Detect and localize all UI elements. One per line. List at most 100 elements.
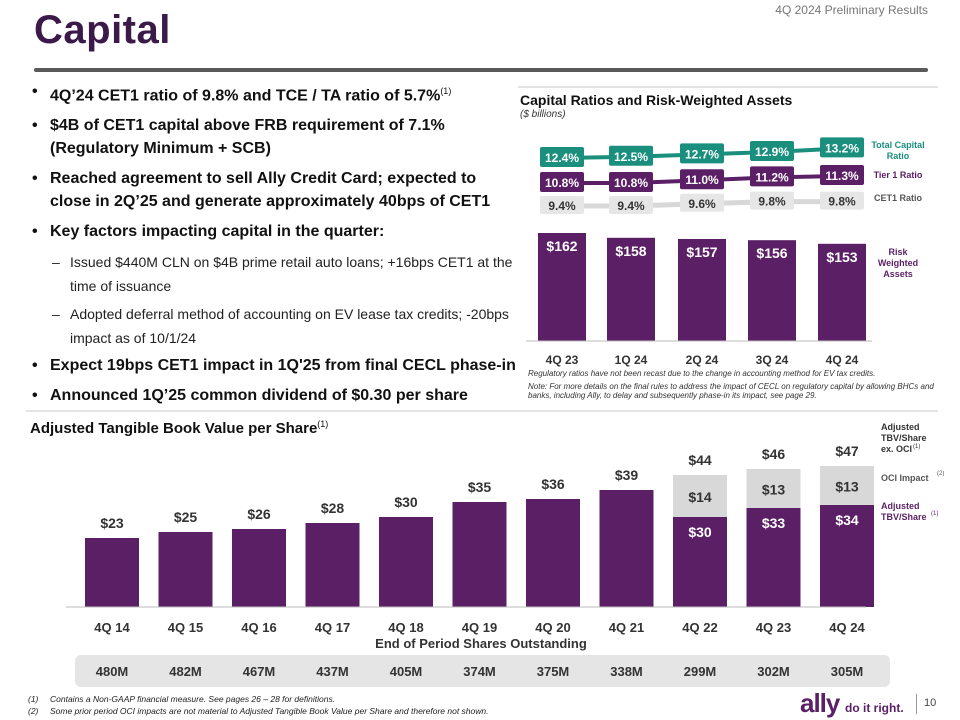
legend-sup: (1) <box>931 511 938 517</box>
x-tick-label: 4Q 18 <box>388 620 423 635</box>
legend-sup: (1) <box>913 444 920 450</box>
legend-tier1: Tier 1 Ratio <box>874 170 923 180</box>
legend-rwa: Assets <box>883 269 913 279</box>
rwa-bar <box>748 240 796 341</box>
cet1-label: 9.4% <box>617 199 645 213</box>
legend-adj-tbv: Adjusted <box>881 501 920 511</box>
bullet-cet1-text: 4Q’24 CET1 ratio of 9.8% and TCE / TA ra… <box>50 87 441 105</box>
cet1-label: 9.4% <box>548 199 576 213</box>
chart2-title-sup: (1) <box>317 419 329 429</box>
tbv-label: $34 <box>835 512 859 528</box>
cet1-label: 9.8% <box>758 195 786 209</box>
tier1-label: 11.0% <box>685 173 719 187</box>
tier1-marker <box>820 165 864 185</box>
bullet-cet1: 4Q’24 CET1 ratio of 9.8% and TCE / TA ra… <box>30 80 520 107</box>
shares-value: 480M <box>96 664 129 679</box>
cet1-label: 9.6% <box>688 197 716 211</box>
footnote-2-mark: (2) <box>28 706 39 716</box>
chart1-title: Capital Ratios and Risk-Weighted Assets <box>520 92 793 108</box>
total-capital-marker <box>540 147 584 167</box>
brand-logo: ally <box>800 688 840 718</box>
tbv-bar <box>232 529 286 607</box>
sub-bullet-ev-lease: Adopted deferral method of accounting on… <box>30 302 520 350</box>
title-divider <box>34 68 928 72</box>
tbv-bar <box>599 490 654 607</box>
footnote-2: (2) Some prior period OCI impacts are not… <box>28 706 488 716</box>
footnote-1-text: Contains a Non-GAAP financial measure. S… <box>50 694 336 704</box>
x-tick-label: 4Q 22 <box>682 620 717 635</box>
tier1-label: 11.2% <box>755 170 789 184</box>
tbv-bar <box>379 517 433 607</box>
shares-value: 405M <box>390 664 423 679</box>
oci-bar <box>820 466 874 505</box>
chart2-title-text: Adjusted Tangible Book Value per Share <box>30 420 318 437</box>
legend-oci: OCI Impact <box>881 473 929 483</box>
bullet-dividend: Announced 1Q’25 common dividend of $0.30… <box>30 384 520 407</box>
rwa-bar-label: $156 <box>756 245 787 261</box>
total-capital-label: 12.5% <box>614 150 648 164</box>
bullet-cecl: Expect 19bps CET1 impact in 1Q'25 from f… <box>30 354 520 377</box>
shares-value: 482M <box>169 664 202 679</box>
footnote-ref: (1) <box>440 86 452 96</box>
shares-value: 437M <box>316 664 349 679</box>
chart1-units: ($ billions) <box>520 109 566 120</box>
total-capital-marker <box>820 137 864 158</box>
shares-outstanding-row: 480M 482M 467M 437M 405M 374M 375M 338M 299M 302M… <box>96 664 864 679</box>
tbv-bar <box>305 523 360 607</box>
oci-label: $14 <box>688 489 712 505</box>
tbv-bar <box>746 508 801 607</box>
x-tick-label: 4Q 17 <box>315 620 350 635</box>
tier1-marker <box>750 166 794 187</box>
legend-adj-tbv-2: TBV/Share <box>881 512 927 522</box>
tier1-label: 10.8% <box>614 176 648 190</box>
capital-ratios-chart: $162 12.4% 10.8% 9.4% 4Q 23 $158 12.5% 10.8% 9.4… <box>526 137 925 367</box>
rwa-bar <box>678 239 726 341</box>
total-label: $47 <box>835 443 859 459</box>
total-capital-label: 12.9% <box>755 145 789 159</box>
footer-divider <box>916 694 917 714</box>
legend-rwa: Risk <box>888 247 908 257</box>
tbv-label: $26 <box>247 506 271 522</box>
tbv-label: $28 <box>321 500 345 516</box>
shares-value: 302M <box>757 664 790 679</box>
total-capital-marker <box>609 145 653 166</box>
x-tick-label: 1Q 24 <box>615 353 648 367</box>
tbv-bar <box>85 538 139 607</box>
tbv-label: $39 <box>615 467 639 483</box>
rwa-bar <box>818 243 866 341</box>
legend-total-capital: Total Capital <box>871 140 924 150</box>
shares-value: 467M <box>243 664 276 679</box>
total-capital-label: 13.2% <box>825 141 859 155</box>
x-tick-label: 4Q 23 <box>546 353 579 367</box>
x-tick-label: 4Q 20 <box>535 620 570 635</box>
tbv-bar <box>526 499 580 607</box>
tbv-bar <box>673 517 727 607</box>
shares-value: 305M <box>831 664 864 679</box>
rwa-bar-label: $153 <box>826 249 857 265</box>
tbv-bar <box>452 502 507 607</box>
oci-label: $13 <box>762 482 786 498</box>
x-tick-label: 4Q 23 <box>756 620 791 635</box>
bullet-key-factors: Key factors impacting capital in the qua… <box>30 220 520 243</box>
tier1-label: 10.8% <box>545 176 579 190</box>
x-tick-label: 3Q 24 <box>756 353 789 367</box>
x-tick-label: 4Q 24 <box>829 620 865 635</box>
rwa-bar <box>538 233 586 341</box>
x-tick-label: 4Q 24 <box>826 353 859 367</box>
tbv-label: $30 <box>394 494 418 510</box>
tbv-label: $36 <box>541 476 565 492</box>
footnote-2-text: Some prior period OCI impacts are not ma… <box>50 706 489 716</box>
legend-rwa: Weighted <box>878 258 918 268</box>
legend-tbv-ex-oci: ex. OCI <box>881 444 912 454</box>
brand-tagline: do it right. <box>845 701 904 715</box>
chart1-note2: Note: For more details on the final rule… <box>528 382 934 400</box>
bullet-capital-above: $4B of CET1 capital above FRB requiremen… <box>30 114 520 160</box>
legend-tbv-ex-oci: Adjusted <box>881 422 920 432</box>
x-tick-label: 2Q 24 <box>686 353 719 367</box>
shares-value: 338M <box>610 664 643 679</box>
tbv-bar <box>158 532 213 607</box>
cet1-marker <box>540 196 584 214</box>
rwa-bar-label: $157 <box>686 244 717 260</box>
tier1-marker <box>609 172 653 192</box>
total-capital-marker <box>680 143 724 164</box>
